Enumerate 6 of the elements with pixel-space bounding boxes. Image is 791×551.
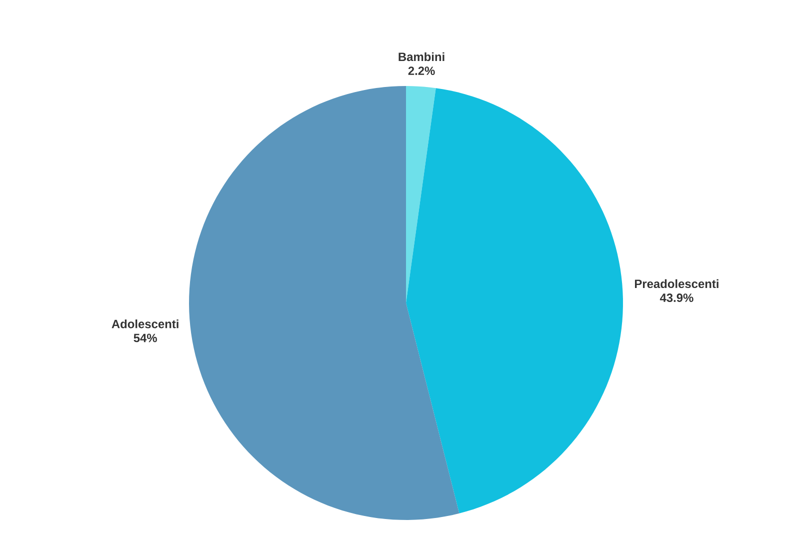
slice-label: Preadolescenti — [634, 279, 718, 288]
data-label: 54% — [134, 334, 157, 342]
data-label: 43.9% — [660, 294, 694, 302]
slice-label: Adolescenti — [112, 319, 178, 328]
slice-label: Bambini — [398, 52, 444, 62]
data-label: 2.2% — [408, 66, 435, 76]
